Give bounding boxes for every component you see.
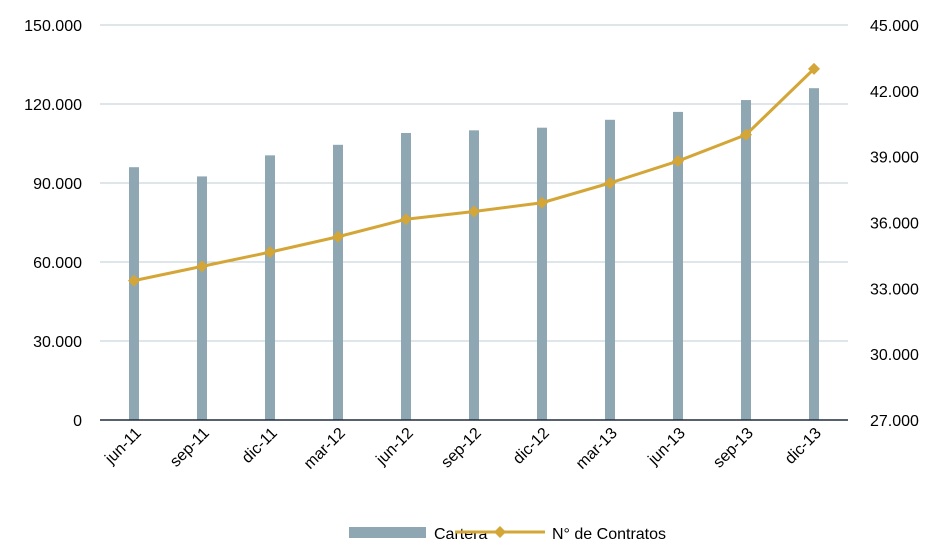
point-contratos-dic-11: [264, 246, 276, 259]
y-right-tick-label: 36.000: [870, 216, 919, 233]
bar-cartera-mar-12: [333, 144, 343, 421]
y-left-tick-label: 0: [73, 413, 82, 430]
point-contratos-dic-12: [536, 196, 548, 209]
x-tick-label: dic-13: [782, 425, 825, 468]
bar-cartera-jun-13: [673, 111, 683, 421]
point-contratos-sep-12: [468, 205, 480, 218]
bar-cartera-jun-11: [129, 167, 139, 420]
x-tick-label: mar-12: [301, 425, 349, 473]
legend-marker-contratos: [494, 526, 506, 538]
y-left-tick-label: 90.000: [33, 176, 82, 193]
y-left-tick-label: 120.000: [24, 97, 82, 114]
legend-label-contratos: N° de Contratos: [552, 526, 666, 542]
y-left-tick-label: 30.000: [33, 334, 82, 351]
bar-cartera-sep-12: [469, 130, 479, 421]
y-right-tick-label: 30.000: [870, 347, 919, 364]
legend-swatch-cartera: [349, 527, 426, 538]
legend: Cartera N° de Contratos: [349, 526, 666, 542]
y-right-tick-label: 27.000: [870, 413, 919, 430]
y-right-tick-label: 42.000: [870, 84, 919, 101]
point-contratos-dic-13: [808, 62, 820, 75]
y-right-tick-label: 45.000: [870, 18, 919, 35]
x-tick-label: mar-13: [573, 425, 621, 473]
cartera-bars: [129, 88, 819, 421]
x-tick-label: dic-12: [510, 425, 553, 468]
x-tick-label: sep-13: [710, 425, 757, 472]
x-tick-label: sep-11: [167, 425, 213, 471]
point-contratos-jun-13: [672, 155, 684, 168]
legend-label-cartera: Cartera: [434, 526, 487, 542]
bar-cartera-dic-11: [265, 155, 275, 420]
y-axis-left: 0 30.000 60.000 90.000 120.000 150.000: [24, 18, 82, 430]
x-tick-label: jun-12: [373, 425, 417, 469]
point-contratos-jun-12: [400, 213, 412, 226]
bar-cartera-sep-13: [741, 100, 751, 421]
x-tick-label: jun-11: [101, 425, 144, 468]
x-tick-label: jun-13: [645, 425, 689, 469]
bar-cartera-dic-12: [537, 127, 547, 420]
contratos-line: [128, 62, 820, 287]
y-right-tick-label: 39.000: [870, 150, 919, 167]
point-contratos-mar-13: [604, 177, 616, 189]
point-contratos-sep-13: [740, 128, 752, 141]
y-right-tick-label: 33.000: [870, 281, 919, 298]
bar-cartera-jun-12: [401, 132, 411, 420]
y-axis-right: 27.000 30.000 33.000 36.000 39.000 42.000 45.0…: [870, 18, 919, 430]
x-tick-label: sep-12: [438, 425, 485, 472]
bar-cartera-mar-13: [605, 119, 615, 421]
point-contratos-jun-11: [128, 274, 140, 287]
bar-cartera-sep-11: [197, 176, 207, 420]
point-contratos-sep-11: [196, 260, 208, 273]
x-tick-label: dic-11: [239, 425, 281, 467]
bar-cartera-dic-13: [809, 88, 819, 420]
x-axis: jun-11 sep-11 dic-11 mar-12 jun-12 sep-12 dic-…: [100, 419, 848, 473]
y-left-tick-label: 150.000: [24, 18, 82, 35]
y-left-tick-label: 60.000: [33, 255, 82, 272]
point-contratos-mar-12: [332, 230, 344, 243]
